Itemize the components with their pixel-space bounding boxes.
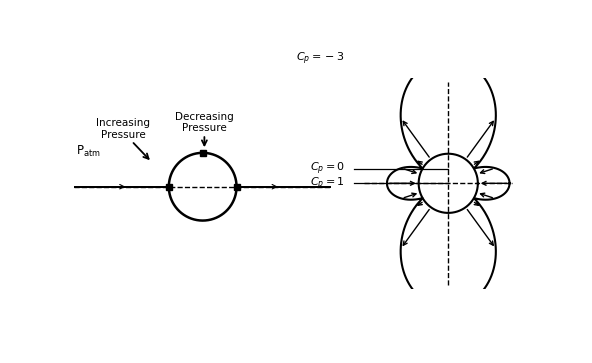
Text: Increasing
Pressure: Increasing Pressure bbox=[96, 118, 150, 140]
Text: P$_{\rm atm}$: P$_{\rm atm}$ bbox=[76, 144, 101, 159]
Text: $C_p = -3$: $C_p = -3$ bbox=[296, 50, 345, 67]
Text: $C_p = 0$: $C_p = 0$ bbox=[310, 160, 345, 177]
Text: Decreasing
Pressure: Decreasing Pressure bbox=[175, 111, 234, 133]
Text: $C_p = 1$: $C_p = 1$ bbox=[310, 175, 345, 192]
